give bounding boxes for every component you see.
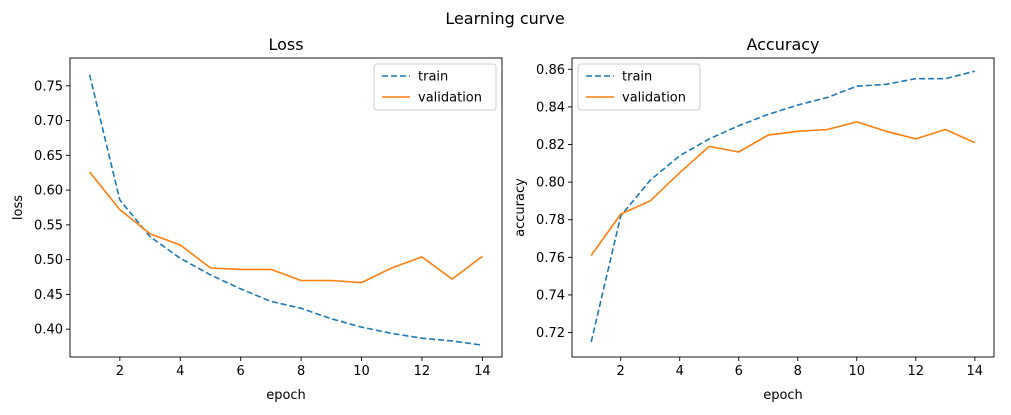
loss-legend: train validation: [373, 63, 497, 111]
loss-title: Loss: [268, 35, 303, 54]
accuracy-xtick-label: 2: [617, 364, 625, 379]
loss-legend-validation-label: validation: [418, 91, 482, 106]
loss-ytick-label: 0.45: [34, 288, 63, 303]
accuracy-axes-frame: [571, 57, 995, 358]
loss-xtick-label: 14: [474, 364, 491, 379]
loss-xtick-label: 2: [116, 364, 124, 379]
accuracy-xlabel: epoch: [763, 388, 803, 403]
loss-xtick-label: 10: [353, 364, 370, 379]
accuracy-ytick-label: 0.84: [536, 100, 565, 115]
loss-series-validation-line: [88, 171, 483, 284]
loss-series-train-line: [88, 74, 483, 346]
accuracy-legend: train validation: [577, 63, 701, 111]
accuracy-ytick-label: 0.80: [536, 176, 565, 191]
accuracy-xtick-label: 12: [908, 364, 925, 379]
accuracy-ytick-label: 0.74: [536, 288, 565, 303]
loss-xtick-label: 6: [237, 364, 245, 379]
loss-ytick-label: 0.70: [34, 114, 63, 129]
accuracy-xtick-label: 4: [676, 364, 684, 379]
accuracy-xtick-label: 6: [735, 364, 743, 379]
accuracy-legend-validation-label: validation: [622, 91, 686, 106]
accuracy-xtick-label: 8: [794, 364, 802, 379]
accuracy-ytick-label: 0.82: [536, 138, 565, 153]
loss-ytick-label: 0.75: [34, 79, 63, 94]
accuracy-title: Accuracy: [746, 35, 819, 54]
accuracy-panel: Accuracy 2 4 6 8 10 12 14 0.72 0.74 0.76 0.78 0.80 0.…: [513, 35, 995, 403]
figure-suptitle: Learning curve: [445, 9, 564, 28]
accuracy-ytick-label: 0.78: [536, 213, 565, 228]
accuracy-ytick-label: 0.72: [536, 326, 565, 341]
loss-ytick-label: 0.55: [34, 218, 63, 233]
loss-legend-train-label: train: [418, 70, 448, 85]
accuracy-ylabel: accuracy: [513, 178, 528, 237]
loss-ytick-label: 0.40: [34, 323, 63, 338]
loss-xtick-label: 4: [176, 364, 184, 379]
loss-xtick-label: 12: [414, 364, 431, 379]
loss-xtick-label: 8: [297, 364, 305, 379]
accuracy-series-train-line: [590, 70, 975, 343]
loss-ytick-label: 0.50: [34, 253, 63, 268]
accuracy-series-validation-line: [590, 121, 976, 256]
loss-axes-frame: [69, 57, 503, 358]
accuracy-legend-train-label: train: [622, 70, 652, 85]
accuracy-xtick-label: 14: [967, 364, 984, 379]
loss-xlabel: epoch: [266, 388, 306, 403]
accuracy-ytick-label: 0.76: [536, 251, 565, 266]
loss-ytick-label: 0.60: [34, 184, 63, 199]
loss-panel: Loss 2 4 6 8 10 12 14 0.40 0.45 0.50 0.55 0.60 0.65 0.…: [11, 35, 503, 403]
loss-ytick-label: 0.65: [34, 149, 63, 164]
accuracy-xtick-label: 10: [849, 364, 866, 379]
loss-ylabel: loss: [11, 195, 26, 220]
accuracy-ytick-label: 0.86: [536, 63, 565, 78]
